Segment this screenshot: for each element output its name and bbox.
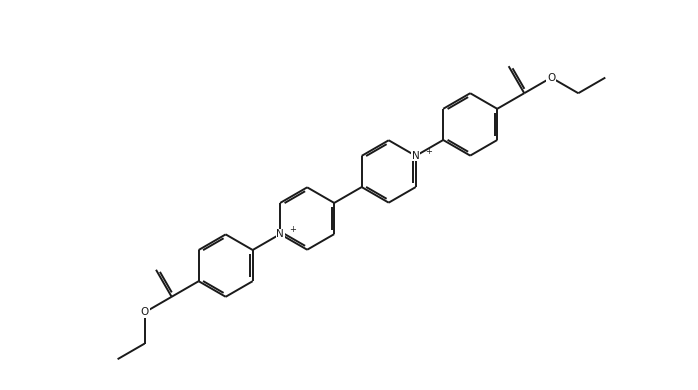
Text: +: + (290, 225, 296, 234)
Text: O: O (547, 73, 556, 83)
Text: N: N (412, 151, 419, 161)
Text: O: O (140, 307, 149, 317)
Text: +: + (425, 147, 432, 156)
Text: N: N (276, 229, 284, 239)
